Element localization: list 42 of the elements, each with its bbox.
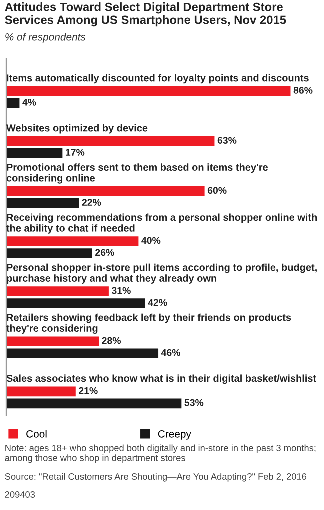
data-label: 86% — [294, 87, 313, 94]
y-tick-label: Personal shopper in-store pull items according to profile, budget, purchase history and what they already own — [7, 264, 317, 284]
bar — [6, 186, 205, 196]
y-tick-label: Sales associates who know what is in their digital basket/wishlist — [6, 374, 316, 384]
bar — [6, 86, 291, 96]
y-tick-label: Receiving recommendations from a personal shopper online with the ability to chat if needed — [6, 214, 318, 234]
data-label: 26% — [96, 249, 114, 256]
legend-label: Cool — [26, 430, 47, 438]
chart-title: Attitudes Toward Select Digital Department Store Services Among US Smartphone Users, Nov 2015 — [5, 2, 286, 27]
chart-subtitle: % of respondents — [6, 33, 86, 43]
bar — [6, 136, 215, 146]
data-label: 40% — [142, 237, 161, 244]
y-tick-label: Items automatically discounted for loyalty points and discounts — [7, 74, 309, 84]
data-label: 4% — [22, 99, 36, 106]
data-label: 21% — [79, 387, 98, 394]
data-label: 22% — [82, 199, 102, 206]
bar — [6, 198, 80, 208]
bar — [6, 398, 182, 409]
bar — [6, 386, 76, 397]
bar — [6, 248, 92, 258]
bar — [6, 98, 20, 108]
data-label: 60% — [208, 187, 227, 194]
data-label: 63% — [218, 137, 237, 144]
bar — [6, 148, 63, 158]
text: Note: ages 18+ who shopped both digitally and in-store in the past 3 months; among those who shop in department stores — [5, 444, 316, 464]
legend-label: Creepy — [158, 430, 192, 440]
bar — [6, 286, 109, 296]
y-tick-label: Retailers showing feedback left by their friends on products they're considering — [6, 314, 292, 334]
data-label: 46% — [161, 349, 181, 356]
bar — [6, 298, 146, 308]
text: 209403 — [5, 491, 36, 498]
data-label: 31% — [112, 287, 131, 294]
y-tick-label: Promotional offers sent to them based on items they're considering online — [6, 164, 268, 184]
data-label: 53% — [184, 399, 204, 406]
source-note: Source: "Retail Customers Are Shouting—Are You Adapting?" Feb 2, 2016 — [5, 473, 307, 482]
data-label: 28% — [102, 337, 122, 344]
data-label: 42% — [148, 299, 168, 306]
y-tick-label: Websites optimized by device — [6, 124, 148, 134]
bar — [6, 348, 159, 359]
data-label: 17% — [66, 149, 85, 156]
bar — [6, 336, 100, 347]
bar — [6, 236, 139, 246]
